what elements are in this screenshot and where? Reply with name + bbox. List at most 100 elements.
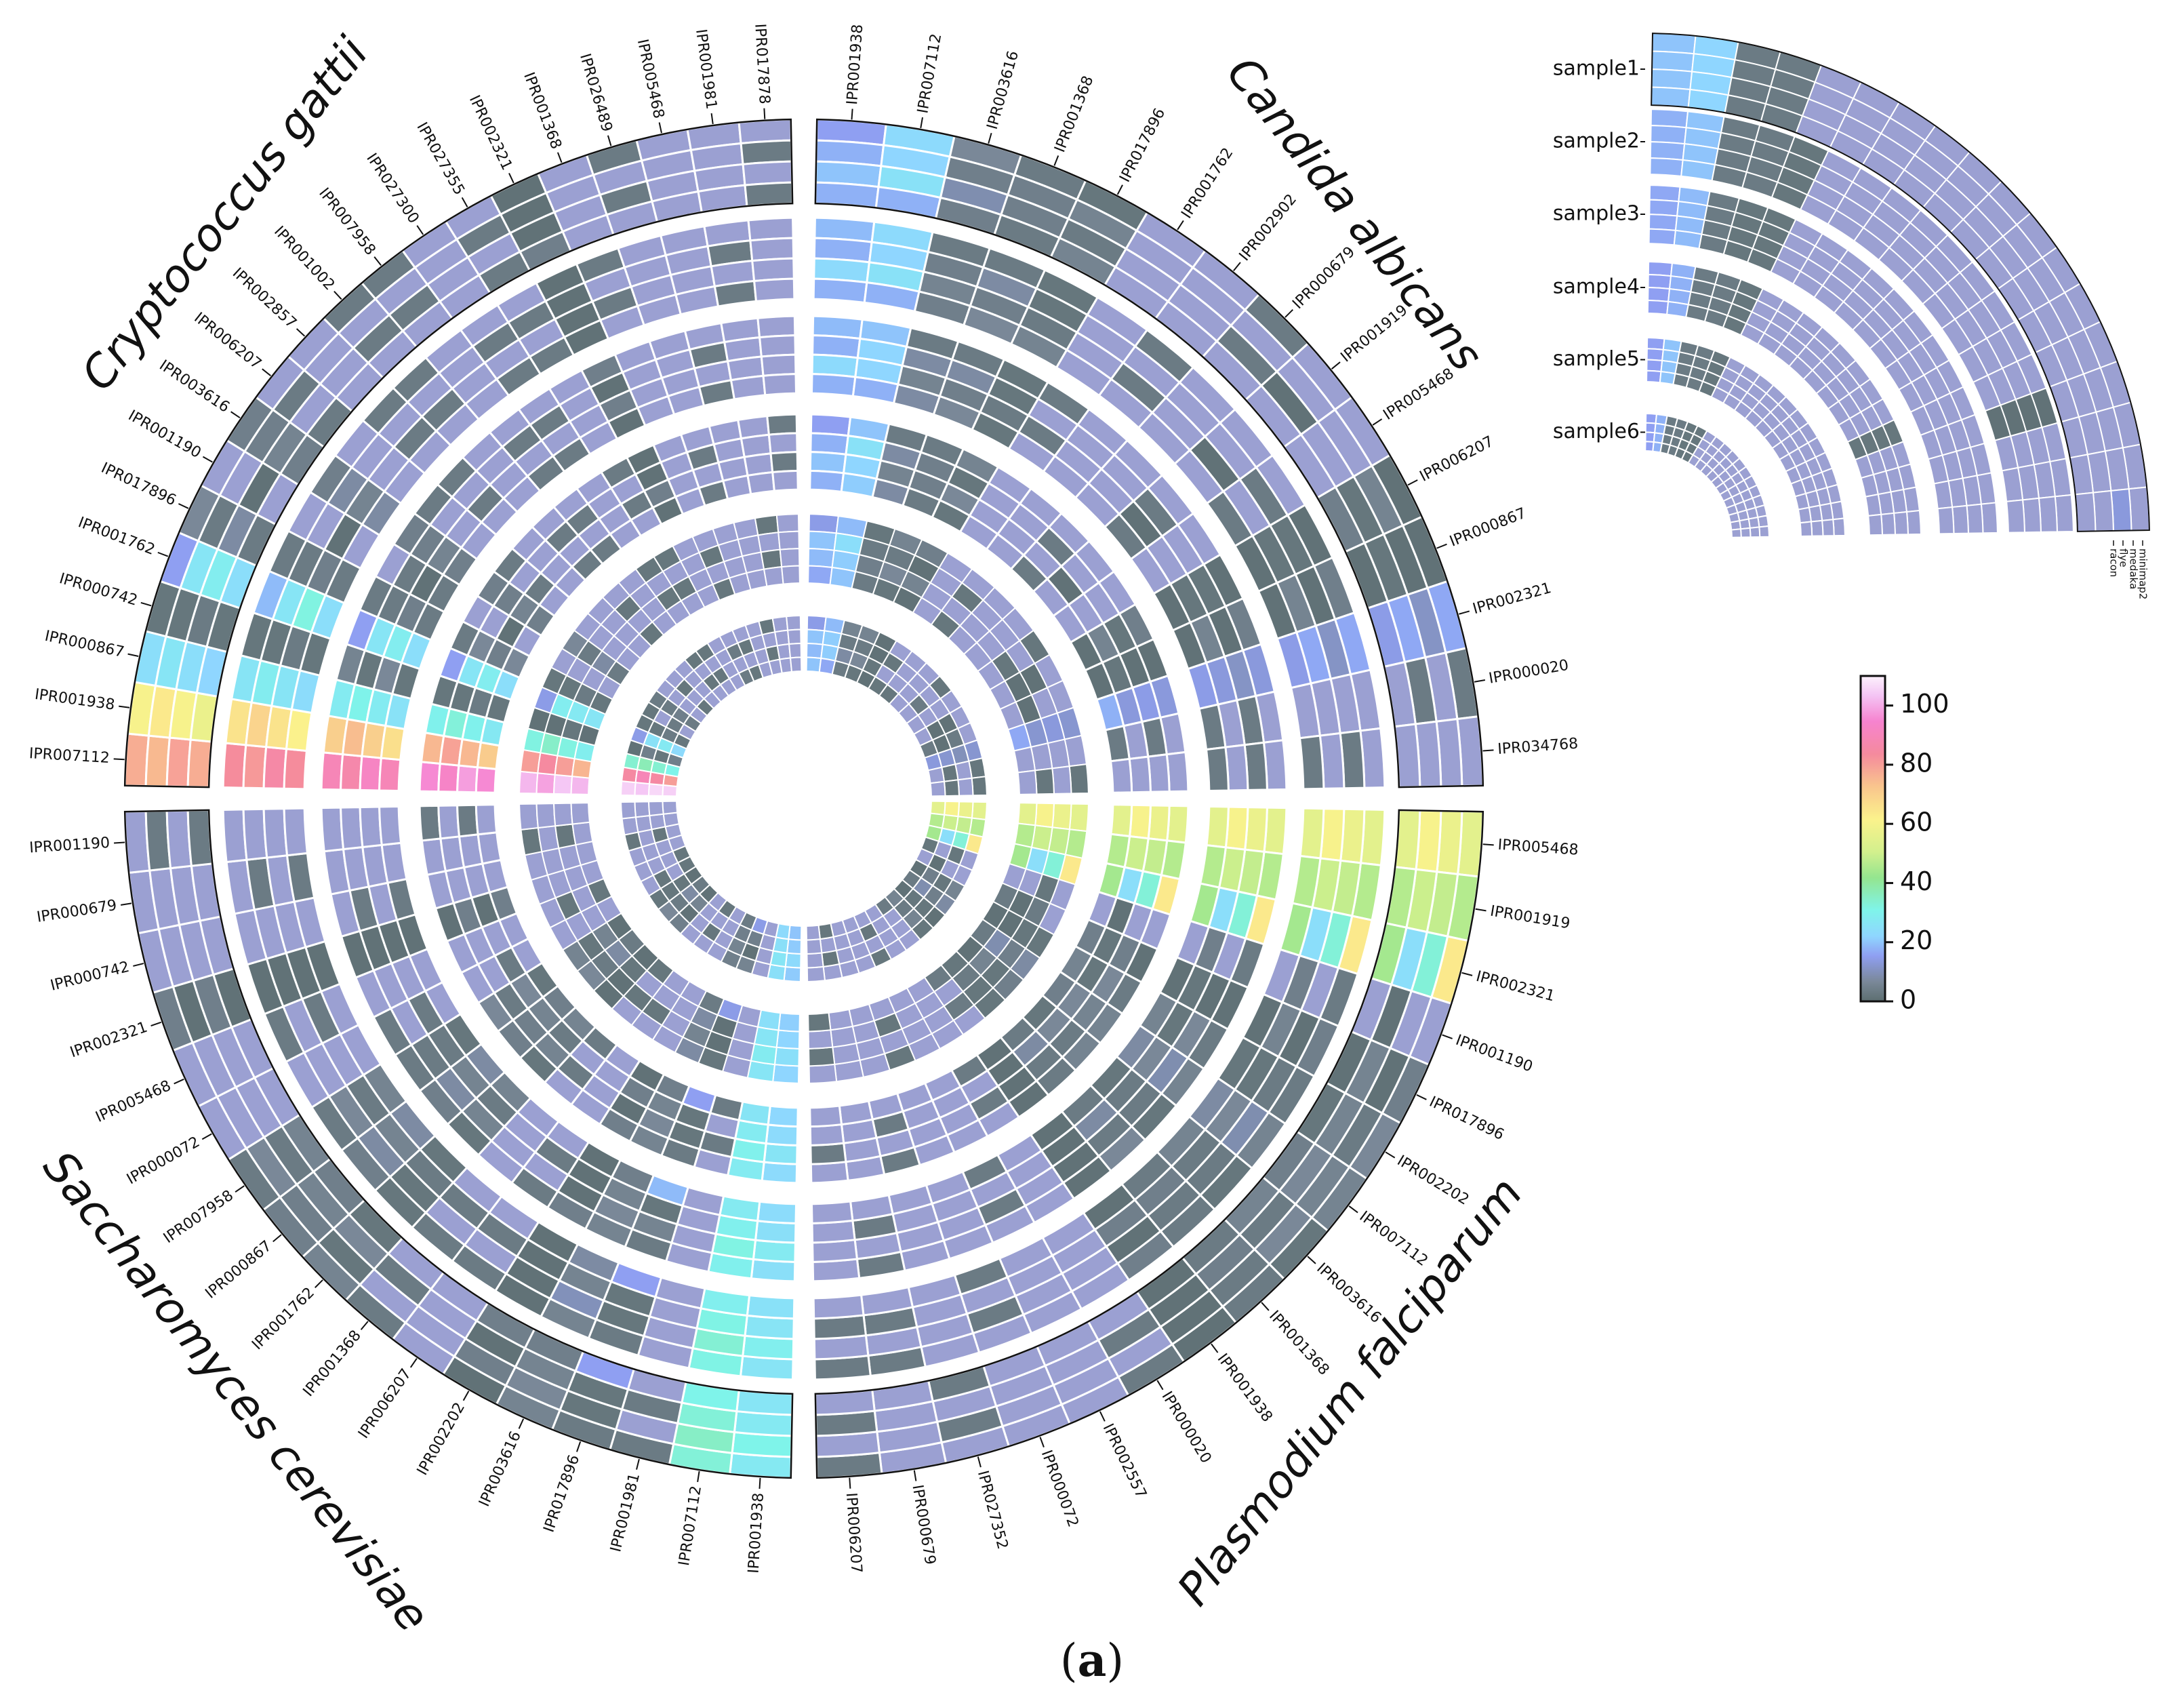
heatmap-cell	[805, 656, 822, 673]
domain-tick	[1482, 843, 1494, 846]
heatmap-cell	[378, 757, 402, 793]
domain-label: IPR007112	[28, 745, 110, 767]
inset-cell	[1794, 492, 1811, 511]
heatmap-cell	[320, 751, 344, 791]
domain-tick	[235, 1185, 245, 1193]
inset-cell	[2006, 499, 2025, 534]
heatmap-cell	[767, 432, 798, 455]
domain-tick	[1475, 908, 1487, 912]
domain-label: IPR007958	[161, 1187, 237, 1247]
ring-sample4-cryptococcus-gattii	[418, 413, 799, 794]
heatmap-cell	[929, 780, 946, 797]
heatmap-cell	[767, 1104, 799, 1128]
domain-label: IPR001981	[692, 28, 720, 111]
heatmap-cell	[757, 532, 781, 553]
domain-label: IPR003616	[984, 49, 1022, 131]
domain-tick	[508, 172, 514, 184]
heatmap-cell	[929, 800, 946, 816]
heatmap-cell	[971, 776, 988, 797]
heatmap-cell	[634, 782, 651, 797]
heatmap-cell	[570, 776, 590, 795]
domain-tick	[1482, 749, 1494, 752]
ring-sample3-plasmodium-falciparum	[810, 805, 1288, 1283]
ring-sample4-candida-albicans	[809, 413, 1190, 794]
heatmap-cell	[957, 777, 974, 797]
heatmap-cell	[1109, 757, 1133, 794]
heatmap-cell	[1205, 805, 1230, 849]
ring-sample6-plasmodium-falciparum	[805, 800, 988, 982]
heatmap-cell	[927, 766, 946, 784]
domain-label: IPR002557	[1099, 1421, 1150, 1501]
heatmap-cell	[807, 548, 835, 569]
domain-label: IPR000072	[124, 1134, 203, 1188]
heatmap-cell	[477, 831, 502, 865]
heatmap-cell	[1034, 767, 1055, 795]
domain-label: IPR001762	[1178, 145, 1236, 222]
domain-label: IPR002902	[1236, 191, 1301, 264]
heatmap-cell	[786, 615, 802, 631]
domain-tick	[1459, 610, 1470, 615]
inset-cell	[1880, 512, 1896, 536]
heatmap-cell	[340, 753, 363, 791]
heatmap-cell	[805, 938, 823, 955]
inset-cell	[2092, 489, 2114, 532]
domain-tick	[1099, 1411, 1106, 1422]
domain-tick	[557, 152, 563, 163]
heatmap-cell	[808, 1046, 836, 1067]
domain-label: IPR001368	[1051, 73, 1097, 155]
tool-label: racon	[2108, 548, 2120, 577]
heatmap-cell	[1051, 765, 1072, 795]
domain-tick	[1233, 262, 1241, 271]
heatmap-cell	[519, 770, 539, 795]
domain-label: IPR001368	[1266, 1308, 1333, 1379]
heatmap-cell	[570, 802, 591, 825]
domain-tick	[1474, 679, 1486, 683]
heatmap-cell	[760, 353, 797, 378]
heatmap-cell	[829, 566, 857, 590]
inset-cell	[1647, 287, 1671, 302]
domain-label: IPR000679	[909, 1483, 939, 1566]
inset-ring-sample2	[1649, 108, 2074, 534]
heatmap-cell	[535, 772, 556, 795]
inset-cell	[1649, 157, 1684, 177]
heatmap-cell	[418, 804, 442, 842]
inset-cell	[1731, 528, 1742, 538]
domain-tick	[913, 1470, 917, 1481]
heatmap-cell	[1017, 769, 1038, 795]
domain-label: IPR000742	[58, 570, 140, 609]
inset-cell	[1651, 68, 1693, 91]
ring-sample1-plasmodium-falciparum	[814, 809, 1484, 1479]
domain-tick	[1211, 1343, 1219, 1353]
domain-tick	[409, 1358, 418, 1368]
colorbar: 0 20 40 60 80 100	[1859, 675, 1949, 1015]
domain-label: IPR007112	[676, 1485, 705, 1567]
domain-tick	[576, 1441, 582, 1452]
domain-tick	[1285, 309, 1293, 318]
domain-tick	[988, 132, 992, 144]
heatmap-cell	[620, 801, 637, 820]
inset-cell	[1680, 159, 1716, 182]
domain-tick	[1461, 972, 1473, 976]
heatmap-cell	[222, 742, 247, 789]
domain-label: IPR000072	[1038, 1448, 1082, 1530]
ring-sample3-saccharomyces-cerevisiae	[320, 805, 798, 1283]
inset-cell	[1749, 526, 1761, 538]
heatmap-cell	[957, 801, 974, 819]
domain-tick	[1372, 418, 1383, 426]
domain-tick	[119, 705, 130, 708]
heatmap-cell	[1110, 803, 1133, 838]
heatmap-cell	[781, 565, 801, 585]
inset-cell	[1644, 413, 1658, 424]
heatmap-cell	[809, 1104, 843, 1128]
heatmap-cell	[1298, 734, 1325, 791]
ring-sample1-cryptococcus-gattii	[123, 118, 794, 788]
heatmap-cell	[1068, 803, 1089, 833]
domain-label: IPR017896	[1427, 1094, 1507, 1144]
sample1-ring-border	[814, 809, 1484, 1479]
domain-label: IPR034768	[1497, 736, 1579, 758]
domain-label: IPR001368	[520, 70, 565, 151]
domain-label: IPR000867	[1447, 505, 1529, 551]
ring-sample5-plasmodium-falciparum	[807, 802, 1089, 1084]
heatmap-cell	[519, 803, 539, 831]
domain-tick	[373, 256, 382, 266]
